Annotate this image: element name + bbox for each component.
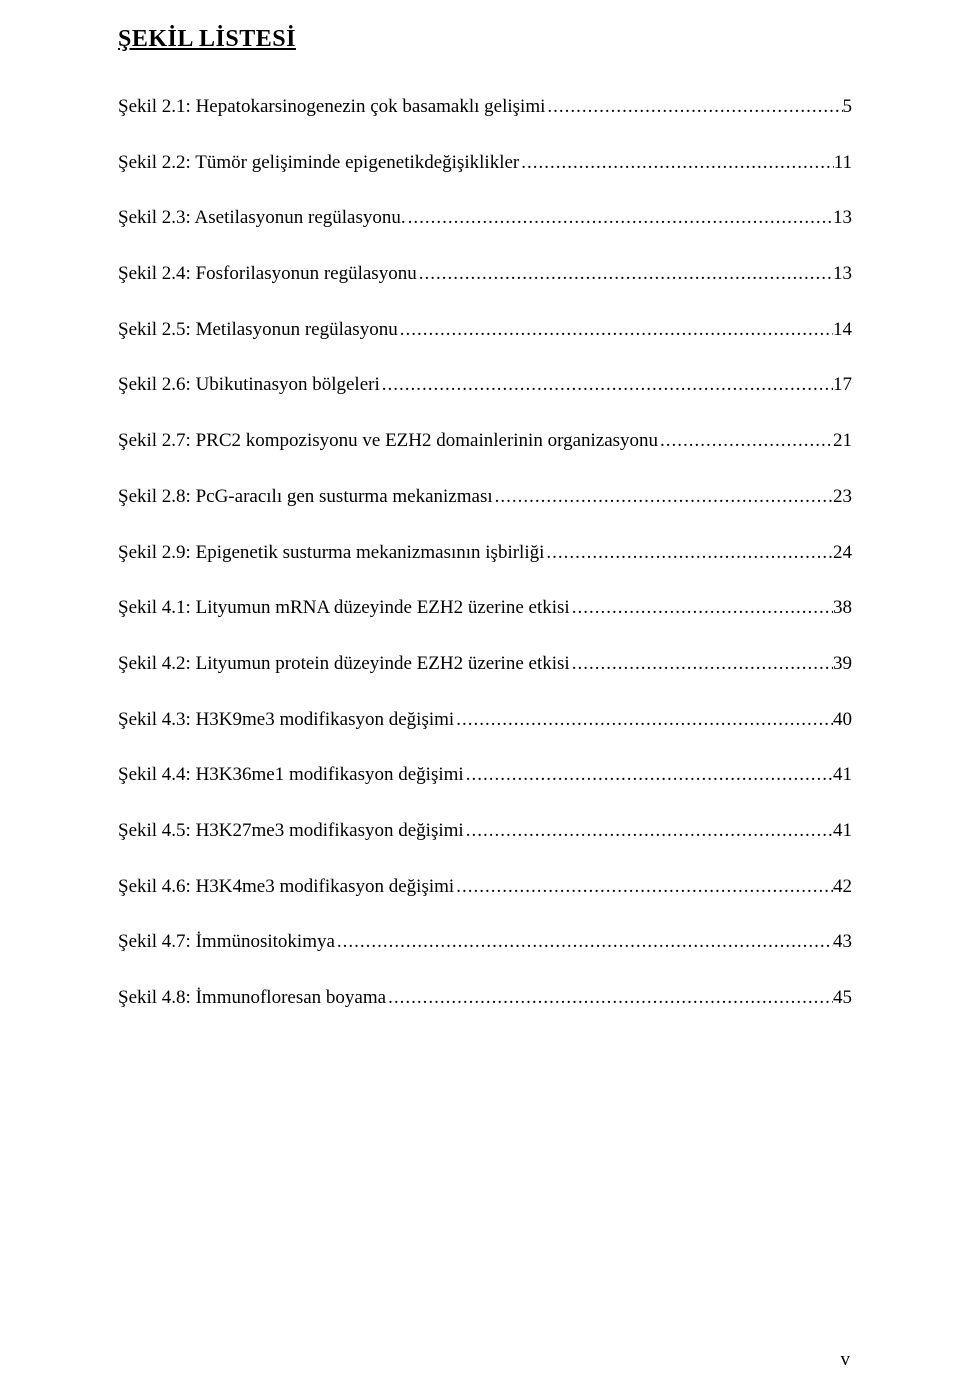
toc-leader-dots: ........................................…	[398, 318, 833, 343]
page-number: v	[841, 1349, 851, 1371]
toc-leader-dots: ........................................…	[454, 875, 833, 900]
toc-entry: Şekil 2.1: Hepatokarsinogenezin çok basa…	[118, 95, 852, 120]
toc-entry-page: 17	[833, 373, 852, 398]
toc-entry-page: 41	[833, 819, 852, 844]
toc-entry-page: 13	[833, 206, 852, 231]
toc-leader-dots: ........................................…	[570, 652, 833, 677]
toc-entry-label: Şekil 4.2: Lityumun protein düzeyinde EZ…	[118, 652, 570, 677]
toc-entry: Şekil 4.3: H3K9me3 modifikasyon değişimi…	[118, 708, 852, 733]
toc-leader-dots: ........................................…	[380, 373, 833, 398]
toc-entry-page: 21	[833, 429, 852, 454]
toc-entry-label: Şekil 2.9: Epigenetik susturma mekanizma…	[118, 541, 544, 566]
toc-leader-dots: ........................................…	[335, 930, 833, 955]
toc-entry-label: Şekil 2.4: Fosforilasyonun regülasyonu	[118, 262, 417, 287]
toc-entry-label: Şekil 2.7: PRC2 kompozisyonu ve EZH2 dom…	[118, 429, 658, 454]
toc-entry: Şekil 2.7: PRC2 kompozisyonu ve EZH2 dom…	[118, 429, 852, 454]
toc-entry: Şekil 2.4: Fosforilasyonun regülasyonu..…	[118, 262, 852, 287]
toc-entry: Şekil 4.1: Lityumun mRNA düzeyinde EZH2 …	[118, 596, 852, 621]
toc-entry: Şekil 2.5: Metilasyonun regülasyonu.....…	[118, 318, 852, 343]
toc-entry-page: 13	[833, 262, 852, 287]
toc-entry: Şekil 4.6: H3K4me3 modifikasyon değişimi…	[118, 875, 852, 900]
toc-entry-label: Şekil 4.1: Lityumun mRNA düzeyinde EZH2 …	[118, 596, 570, 621]
toc-entry-page: 43	[833, 930, 852, 955]
toc-entry: Şekil 4.2: Lityumun protein düzeyinde EZ…	[118, 652, 852, 677]
toc-leader-dots: ........................................…	[454, 708, 833, 733]
toc-entry-page: 5	[843, 95, 853, 120]
table-of-contents: Şekil 2.1: Hepatokarsinogenezin çok basa…	[118, 95, 852, 1011]
toc-entry: Şekil 4.7: İmmünositokimya..............…	[118, 930, 852, 955]
toc-entry-label: Şekil 4.3: H3K9me3 modifikasyon değişimi	[118, 708, 454, 733]
toc-leader-dots: ........................................…	[464, 763, 833, 788]
toc-entry-label: Şekil 4.5: H3K27me3 modifikasyon değişim…	[118, 819, 464, 844]
toc-entry: Şekil 2.8: PcG-aracılı gen susturma meka…	[118, 485, 852, 510]
toc-leader-dots: ........................................…	[545, 95, 842, 120]
toc-entry-label: Şekil 2.2: Tümör gelişiminde epigenetikd…	[118, 151, 519, 176]
toc-entry-label: Şekil 2.1: Hepatokarsinogenezin çok basa…	[118, 95, 545, 120]
toc-entry-page: 42	[833, 875, 852, 900]
toc-entry-label: Şekil 2.6: Ubikutinasyon bölgeleri	[118, 373, 380, 398]
toc-leader-dots: ........................................…	[406, 206, 833, 231]
toc-entry-label: Şekil 4.6: H3K4me3 modifikasyon değişimi	[118, 875, 454, 900]
toc-entry-label: Şekil 2.3: Asetilasyonun regülasyonu.	[118, 206, 406, 231]
toc-entry-page: 38	[833, 596, 852, 621]
toc-entry-label: Şekil 2.8: PcG-aracılı gen susturma meka…	[118, 485, 493, 510]
toc-entry: Şekil 2.9: Epigenetik susturma mekanizma…	[118, 541, 852, 566]
toc-entry-label: Şekil 2.5: Metilasyonun regülasyonu	[118, 318, 398, 343]
toc-leader-dots: ........................................…	[658, 429, 833, 454]
toc-entry: Şekil 2.6: Ubikutinasyon bölgeleri......…	[118, 373, 852, 398]
toc-entry-page: 11	[834, 151, 852, 176]
toc-entry-label: Şekil 4.4: H3K36me1 modifikasyon değişim…	[118, 763, 464, 788]
toc-leader-dots: ........................................…	[386, 986, 833, 1011]
toc-entry-page: 23	[833, 485, 852, 510]
toc-entry: Şekil 4.5: H3K27me3 modifikasyon değişim…	[118, 819, 852, 844]
toc-leader-dots: ........................................…	[544, 541, 833, 566]
toc-entry-label: Şekil 4.7: İmmünositokimya	[118, 930, 335, 955]
toc-entry-page: 14	[833, 318, 852, 343]
toc-entry: Şekil 4.4: H3K36me1 modifikasyon değişim…	[118, 763, 852, 788]
toc-entry-page: 24	[833, 541, 852, 566]
toc-entry: Şekil 2.2: Tümör gelişiminde epigenetikd…	[118, 151, 852, 176]
toc-entry-page: 39	[833, 652, 852, 677]
toc-leader-dots: ........................................…	[493, 485, 833, 510]
toc-leader-dots: ........................................…	[519, 151, 833, 176]
toc-leader-dots: ........................................…	[570, 596, 833, 621]
toc-entry-page: 41	[833, 763, 852, 788]
toc-leader-dots: ........................................…	[464, 819, 833, 844]
toc-entry-label: Şekil 4.8: İmmunofloresan boyama	[118, 986, 386, 1011]
toc-leader-dots: ........................................…	[417, 262, 833, 287]
page-title: ŞEKİL LİSTESİ	[118, 26, 852, 53]
toc-entry: Şekil 4.8: İmmunofloresan boyama........…	[118, 986, 852, 1011]
toc-entry: Şekil 2.3: Asetilasyonun regülasyonu....…	[118, 206, 852, 231]
toc-entry-page: 45	[833, 986, 852, 1011]
toc-entry-page: 40	[833, 708, 852, 733]
